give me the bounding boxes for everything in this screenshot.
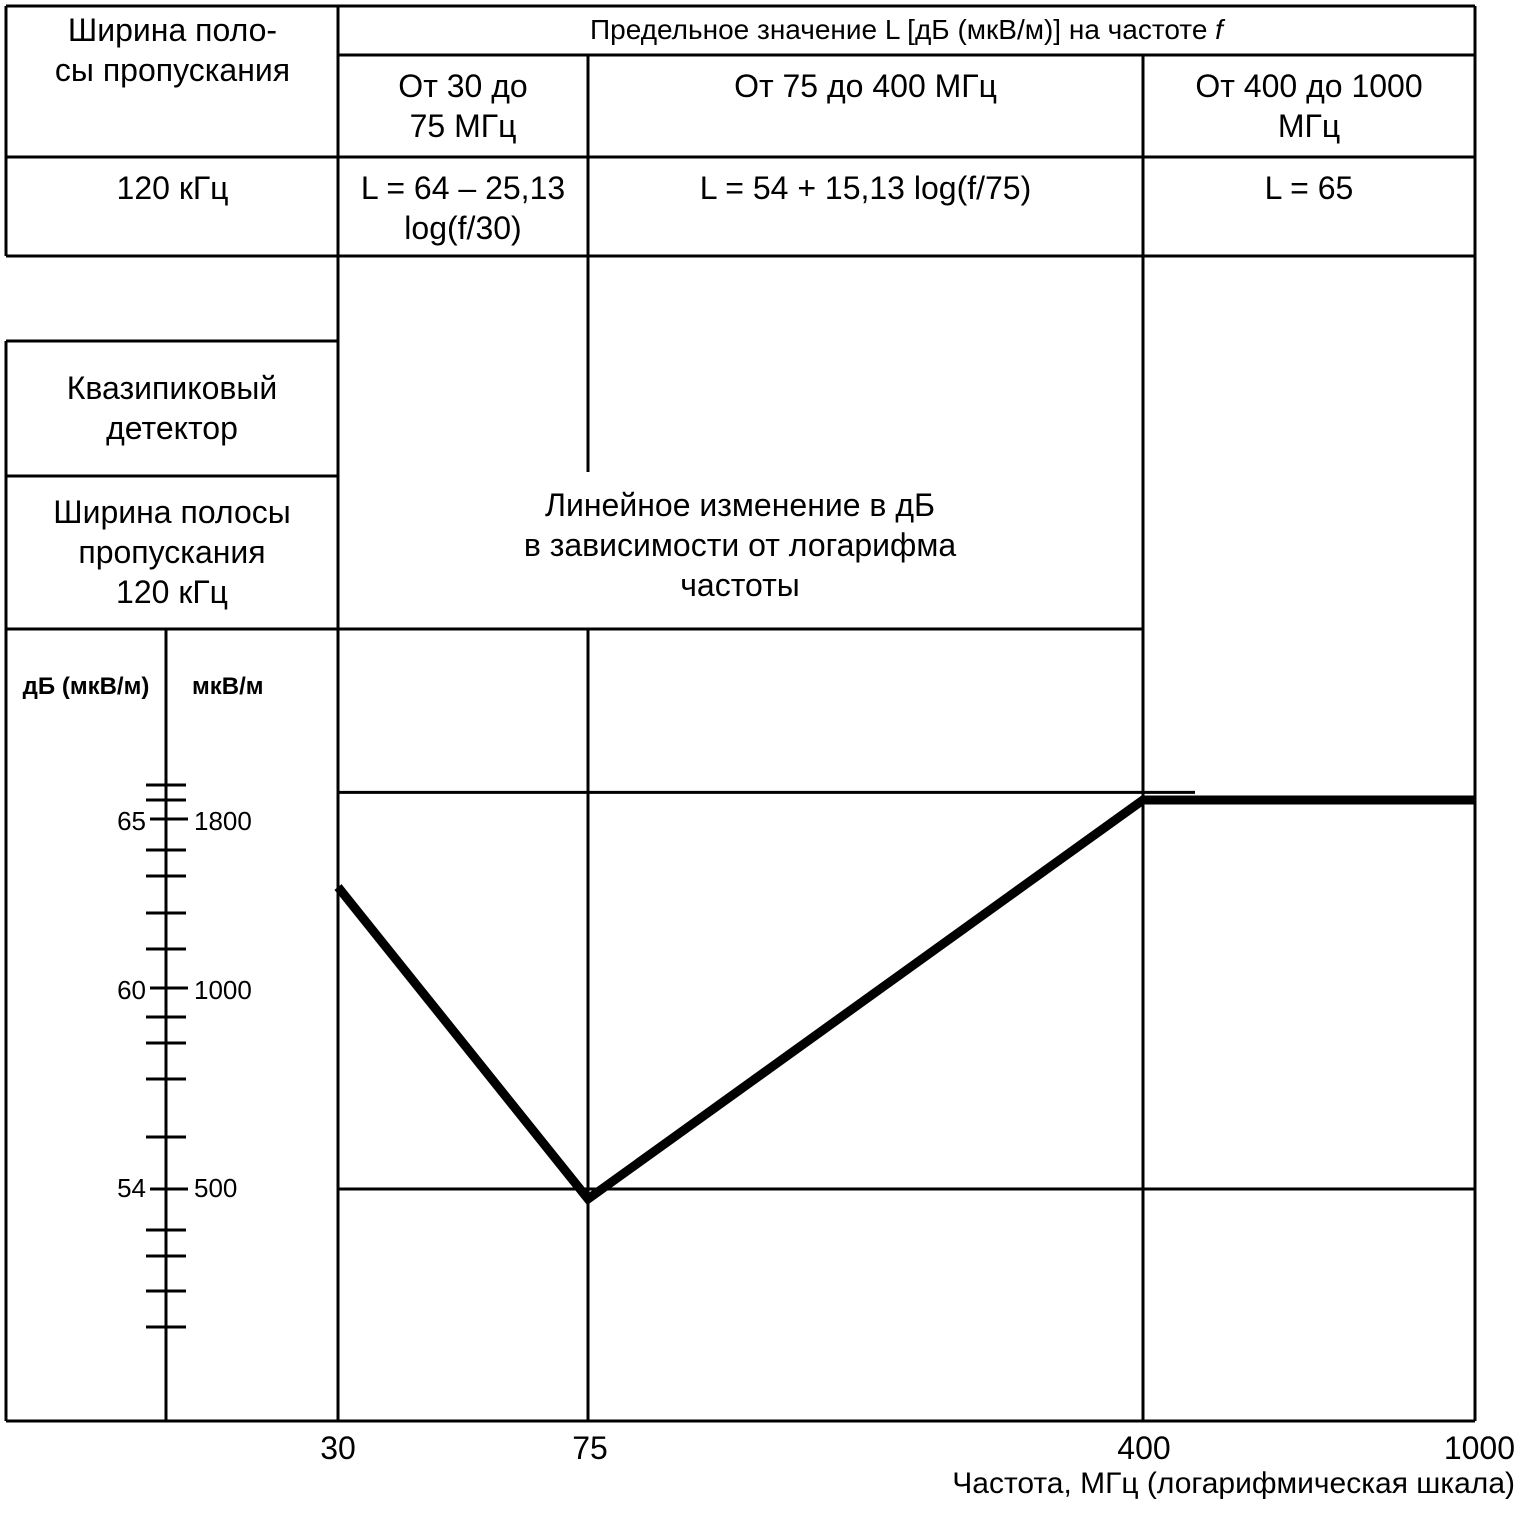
header-limit-text: Предельное значение L [дБ (мкВ/м)] на ча… (590, 14, 1223, 45)
header-limit-f: f (1215, 14, 1223, 45)
grid-lines (6, 6, 1475, 1421)
ytick-db-65: 65 (90, 806, 146, 836)
range-30-75: От 30 до 75 МГц (340, 66, 586, 146)
formula-400-1000: L = 65 (1145, 168, 1473, 208)
ytick-uv-1800: 1800 (194, 806, 284, 836)
bandwidth-value: 120 кГц (10, 168, 335, 208)
range-400-1000: От 400 до 1000 МГц (1145, 66, 1473, 146)
xtick-1000: 1000 (1405, 1428, 1515, 1468)
ytick-uv-1000: 1000 (194, 975, 284, 1005)
header-limit: Предельное значение L [дБ (мкВ/м)] на ча… (340, 10, 1473, 50)
limit-line-series-0 (338, 800, 1475, 1199)
ytick-db-54: 54 (90, 1173, 146, 1203)
series-group (338, 800, 1475, 1199)
xtick-400: 400 (1096, 1428, 1192, 1468)
detector-label: Квазипиковый детектор (8, 368, 336, 448)
range-75-400: От 75 до 400 МГц (590, 66, 1141, 106)
x-axis-title: Частота, МГц (логарифмическая шкала) (700, 1466, 1515, 1502)
formula-75-400: L = 54 + 15,13 log(f/75) (590, 168, 1141, 208)
ytick-db-60: 60 (90, 975, 146, 1005)
bandwidth-label: Ширина полосы пропускания 120 кГц (8, 492, 336, 612)
ylabel-uv: мкВ/м (170, 672, 322, 702)
xtick-75: 75 (552, 1428, 628, 1468)
reference-lines (338, 792, 1475, 1189)
annotation: Линейное изменение в дБ в зависимости от… (380, 485, 1100, 605)
formula-30-75: L = 64 – 25,13 log(f/30) (340, 168, 586, 248)
header-bandwidth: Ширина поло- сы пропускания (10, 10, 335, 90)
ylabel-db: дБ (мкВ/м) (6, 672, 166, 702)
xtick-30: 30 (300, 1428, 376, 1468)
ytick-uv-500: 500 (194, 1173, 284, 1203)
